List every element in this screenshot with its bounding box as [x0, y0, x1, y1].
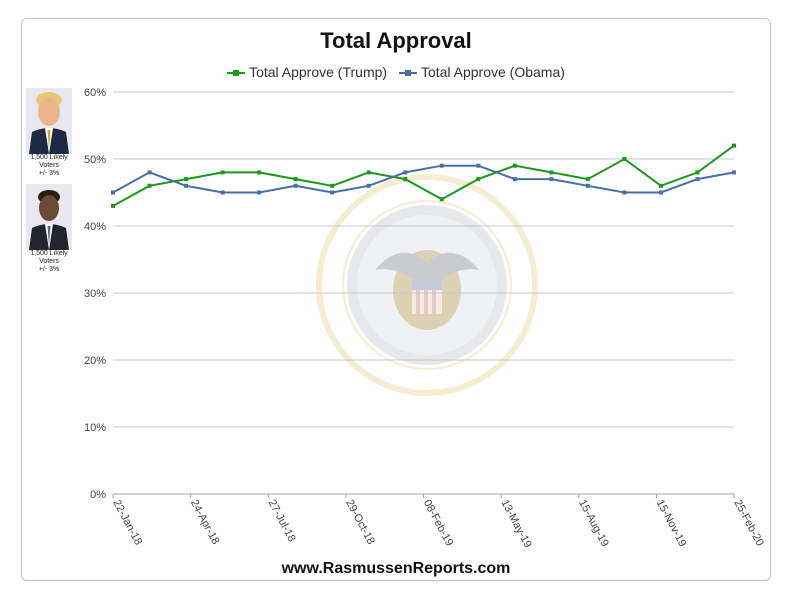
data-point-obama[interactable]: [732, 170, 736, 175]
data-point-trump[interactable]: [512, 163, 517, 168]
data-point-obama[interactable]: [111, 190, 115, 195]
chart-legend: Total Approve (Trump) Total Approve (Oba…: [0, 64, 792, 80]
data-point-obama[interactable]: [184, 183, 189, 188]
y-tick-label: 0%: [90, 489, 106, 501]
y-tick-label: 20%: [84, 355, 106, 367]
data-point-obama[interactable]: [403, 170, 408, 175]
trump-caption-2: Voters: [39, 162, 59, 169]
x-tick-label: 24-Apr-18: [188, 498, 222, 547]
obama-portrait: 1,500 Likely Voters +/- 3%: [22, 184, 76, 274]
y-tick-label: 30%: [84, 288, 106, 300]
data-point-obama[interactable]: [330, 190, 335, 195]
data-point-trump[interactable]: [330, 183, 335, 188]
data-point-obama[interactable]: [622, 190, 627, 195]
data-point-trump[interactable]: [732, 143, 736, 148]
data-point-obama[interactable]: [658, 190, 663, 195]
x-tick-label: 29-Oct-18: [343, 498, 377, 547]
data-point-obama[interactable]: [476, 163, 481, 168]
data-point-obama[interactable]: [293, 183, 298, 188]
data-point-trump[interactable]: [147, 183, 152, 188]
x-tick-label: 13-May-19: [498, 498, 533, 550]
data-point-trump[interactable]: [293, 177, 298, 182]
portrait-column: 1,500 Likely Voters +/- 3% 1,500 Likely …: [22, 88, 76, 280]
legend-item-trump[interactable]: Total Approve (Trump): [227, 64, 387, 80]
data-point-obama[interactable]: [366, 183, 371, 188]
data-point-trump[interactable]: [695, 170, 700, 175]
chart-frame: [21, 18, 771, 581]
y-tick-label: 40%: [84, 221, 106, 233]
source-footer: www.RasmussenReports.com: [281, 560, 511, 577]
data-point-trump[interactable]: [439, 197, 444, 202]
data-point-obama[interactable]: [220, 190, 225, 195]
x-tick-label: 15-Aug-19: [576, 498, 611, 549]
y-tick-label: 50%: [84, 154, 106, 166]
data-point-trump[interactable]: [366, 170, 371, 175]
y-tick-label: 10%: [84, 422, 106, 434]
obama-caption-3: +/- 3%: [38, 266, 60, 273]
trump-caption-3: +/- 3%: [38, 170, 60, 177]
presidential-seal-watermark: [316, 174, 538, 396]
obama-caption-1: 1,500 Likely: [30, 250, 68, 257]
y-axis: 0% 10% 20% 30% 40% 50% 60%: [84, 87, 106, 501]
x-axis: 22-Jan-18 24-Apr-18 27-Jul-18 29-Oct-18 08-F…: [110, 494, 766, 550]
data-point-trump[interactable]: [184, 177, 189, 182]
x-tick-label: 15-Nov-19: [654, 498, 689, 549]
trump-caption-1: 1,500 Likely: [30, 154, 68, 161]
chart-title: Total Approval: [320, 28, 472, 53]
legend-label-obama: Total Approve (Obama): [420, 64, 565, 80]
data-point-trump[interactable]: [220, 170, 225, 175]
chart-grid: [113, 91, 734, 495]
data-point-trump[interactable]: [403, 177, 408, 182]
data-point-trump[interactable]: [111, 203, 115, 208]
data-point-obama[interactable]: [439, 163, 444, 168]
trump-photo: [26, 88, 72, 154]
legend-item-obama[interactable]: Total Approve (Obama): [398, 64, 565, 80]
x-tick-label: 22-Jan-18: [110, 498, 144, 547]
data-point-trump[interactable]: [476, 177, 481, 182]
x-tick-label: 27-Jul-18: [266, 498, 298, 544]
legend-label-trump: Total Approve (Trump): [249, 64, 388, 80]
data-point-obama[interactable]: [549, 177, 554, 182]
data-point-obama[interactable]: [147, 170, 152, 175]
y-tick-label: 60%: [84, 87, 106, 99]
obama-photo: [26, 184, 72, 250]
data-point-trump[interactable]: [549, 170, 554, 175]
x-tick-label: 08-Feb-19: [421, 498, 455, 548]
trump-portrait: 1,500 Likely Voters +/- 3%: [22, 88, 76, 178]
data-point-trump[interactable]: [622, 157, 627, 161]
legend-swatch-trump: [227, 68, 246, 78]
data-point-trump[interactable]: [585, 177, 590, 182]
data-point-obama[interactable]: [257, 190, 262, 195]
chart-lines: [111, 143, 736, 208]
obama-caption-2: Voters: [39, 258, 59, 265]
series-line-obama: [112, 164, 735, 194]
data-point-obama[interactable]: [585, 183, 590, 188]
data-point-trump[interactable]: [257, 170, 262, 175]
data-point-trump[interactable]: [658, 183, 663, 188]
data-point-obama[interactable]: [695, 177, 700, 182]
data-point-obama[interactable]: [512, 177, 517, 182]
series-line-trump: [112, 144, 735, 207]
x-tick-label: 25-Feb-20: [731, 498, 765, 548]
legend-swatch-obama: [398, 68, 417, 78]
